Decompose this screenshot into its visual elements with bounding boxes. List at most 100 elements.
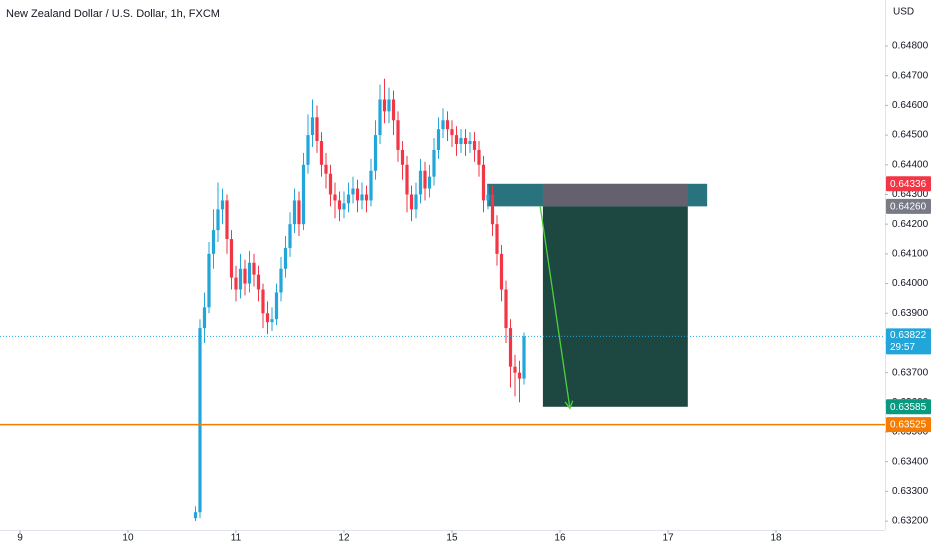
candle-body	[220, 200, 225, 210]
candle-body	[198, 328, 202, 513]
candle-body	[207, 253, 211, 308]
price-badge	[886, 176, 931, 192]
zone	[487, 183, 708, 207]
candle-body	[337, 200, 342, 210]
candle-body	[288, 224, 292, 248]
y-tick-label: 0.64600	[892, 100, 929, 111]
candle-body	[387, 99, 391, 112]
y-tick-label: 0.64800	[892, 41, 929, 52]
candle-body	[441, 120, 445, 130]
candle-body	[202, 307, 207, 329]
x-tick-label: 12	[338, 533, 350, 544]
candle-body	[418, 170, 423, 195]
y-tick-label: 0.63900	[892, 308, 929, 319]
candle-body	[315, 117, 319, 142]
candle-body	[490, 194, 495, 225]
candle-body	[292, 200, 297, 225]
candle-body	[445, 120, 450, 130]
price-badge-label: 0.63585	[890, 402, 927, 413]
y-tick-label: 0.63500	[892, 427, 929, 438]
x-tick-label: 16	[554, 533, 566, 544]
y-tick-label: 0.64000	[892, 278, 929, 289]
candle-body	[405, 164, 409, 195]
arrow-line	[539, 206, 571, 409]
price-badge	[886, 417, 931, 433]
y-tick-label: 0.64200	[892, 219, 929, 230]
candle-body	[409, 194, 414, 210]
candle-body	[364, 194, 369, 201]
current-price-label: 0.63822	[890, 330, 927, 341]
candle-body	[360, 194, 364, 201]
candle-body	[324, 164, 328, 174]
position-stop	[542, 183, 688, 207]
candle-body	[517, 372, 522, 379]
candle-body	[252, 262, 256, 275]
candle-body	[432, 149, 436, 177]
candle-body	[414, 194, 418, 210]
candle-body	[301, 164, 306, 225]
candle-body	[499, 253, 504, 290]
candle-body	[495, 224, 499, 254]
candle-body	[274, 292, 279, 320]
candle-body	[306, 135, 310, 165]
candle-body	[211, 230, 216, 254]
y-tick-label: 0.64500	[892, 130, 929, 141]
candle-body	[396, 120, 400, 150]
current-price-badge	[886, 328, 931, 355]
x-tick-label: 11	[231, 533, 242, 544]
candle-body	[508, 328, 513, 367]
x-tick-label: 15	[446, 533, 458, 544]
candle-body	[513, 366, 517, 373]
y-tick-label: 0.63200	[892, 516, 929, 527]
price-badge	[886, 399, 931, 415]
candle-body	[522, 336, 526, 379]
candle-body	[225, 200, 229, 240]
candle-body	[486, 194, 490, 201]
y-tick-label: 0.63700	[892, 367, 929, 378]
candle-body	[319, 141, 324, 165]
candle-body	[391, 99, 396, 121]
price-badge-label: 0.64260	[890, 201, 927, 212]
chart-title: New Zealand Dollar / U.S. Dollar, 1h, FX…	[6, 8, 220, 20]
candle-body	[436, 129, 441, 150]
x-tick-label: 18	[770, 533, 782, 544]
candle-body	[454, 135, 459, 145]
candle-body	[427, 176, 432, 189]
candle-body	[261, 289, 265, 314]
candle-body	[472, 141, 477, 150]
candle-body	[229, 239, 234, 278]
candle-body	[346, 194, 351, 204]
y-axis-label: USD	[893, 7, 914, 18]
candle-body	[450, 129, 454, 136]
countdown-timer: 29:57	[890, 342, 915, 353]
y-tick-label: 0.63300	[892, 486, 929, 497]
candle-body	[382, 99, 387, 112]
candle-body	[270, 319, 274, 323]
candle-body	[504, 289, 508, 329]
position-target	[542, 206, 688, 407]
candle-body	[481, 164, 486, 201]
price-badge-label: 0.63525	[890, 420, 927, 431]
candle-body	[468, 141, 472, 145]
candle-body	[265, 313, 270, 323]
candle-body	[328, 173, 333, 195]
candle-body	[463, 138, 468, 145]
candle-body	[423, 170, 427, 189]
candle-body	[351, 188, 355, 195]
candle-body	[333, 194, 337, 201]
y-tick-label: 0.64400	[892, 159, 929, 170]
candle-body	[234, 277, 238, 290]
candle-body	[297, 200, 301, 225]
candle-body	[459, 138, 463, 145]
candle-body	[193, 512, 198, 519]
y-tick-label: 0.64300	[892, 189, 929, 200]
candle-body	[243, 268, 247, 284]
x-tick-label: 9	[17, 533, 23, 544]
y-tick-label: 0.63400	[892, 456, 929, 467]
x-tick-label: 10	[122, 533, 134, 544]
candle-body	[238, 268, 243, 290]
candle-body	[279, 268, 283, 293]
candle-body	[477, 149, 481, 165]
y-tick-label: 0.64700	[892, 70, 929, 81]
